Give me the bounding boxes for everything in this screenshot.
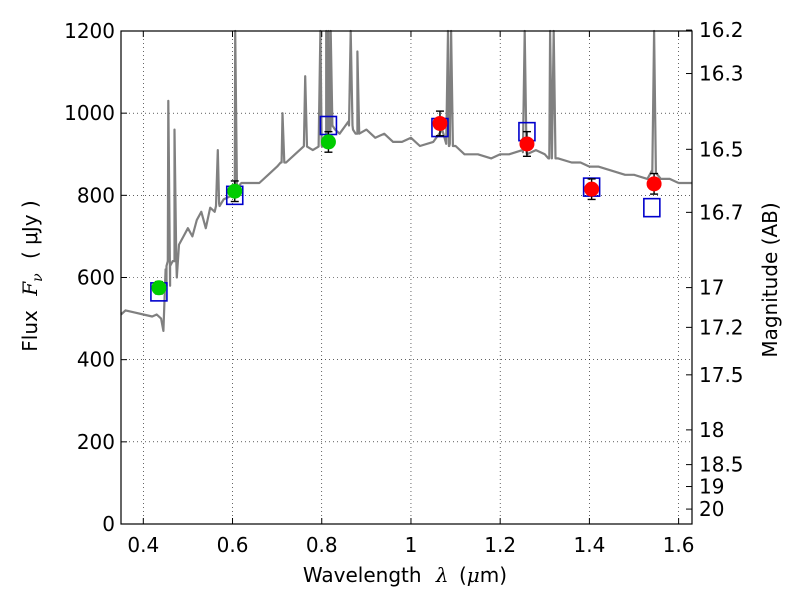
y-tick-label: 200 xyxy=(77,430,115,454)
x-axis-title: Wavelength λ (μm) xyxy=(303,563,507,587)
x-tick-label: 0.4 xyxy=(127,533,159,557)
x-axis-title-paren: ( xyxy=(459,563,467,587)
x-tick-label: 0.8 xyxy=(306,533,338,557)
optical-point xyxy=(151,280,167,296)
y2-tick-label: 18 xyxy=(699,418,724,442)
optical-point xyxy=(227,183,243,199)
plot-frame xyxy=(120,30,693,525)
y2-tick-label: 20 xyxy=(699,497,724,521)
y-axis-title-subscript: ν xyxy=(30,273,46,282)
nir-point xyxy=(646,176,662,192)
x-tick-label: 0.6 xyxy=(217,533,249,557)
x-axis-title-unit: m) xyxy=(480,563,507,587)
model-point xyxy=(643,197,661,218)
x-tick-label: 1.4 xyxy=(573,533,605,557)
y2-tick-label: 18.5 xyxy=(699,453,744,477)
x-tick-label: 1.6 xyxy=(663,533,695,557)
x-axis-title-symbol: λ xyxy=(435,563,449,587)
spectrum xyxy=(120,29,692,332)
y2-axis-title: Magnitude (AB) xyxy=(758,202,782,357)
y2-tick-label: 16.2 xyxy=(699,18,744,42)
nir-point xyxy=(432,115,448,131)
y-axis-title-symbol: F xyxy=(18,281,42,297)
y2-tick-label: 17 xyxy=(699,276,724,300)
y2-tick-label: 17.5 xyxy=(699,363,744,387)
nir-point xyxy=(584,181,600,197)
optical-point xyxy=(320,134,336,150)
spectrum-line xyxy=(120,29,692,332)
y2-tick-label: 16.5 xyxy=(699,137,744,161)
y-tick-label: 1200 xyxy=(64,19,115,43)
y2-tick-label: 16.7 xyxy=(699,200,744,224)
ticks: 0.4 0.6 0.8 1 1.2 1.4 1.6 0 200 400 600 800 1000 1200… xyxy=(64,18,743,557)
y2-tick-label: 16.3 xyxy=(699,62,744,86)
y2-tick-label: 17.2 xyxy=(699,315,744,339)
y-axis-title-unit: ( μJy ) xyxy=(18,200,42,259)
x-axis-title-mu: μ xyxy=(467,563,480,587)
y-tick-label: 0 xyxy=(102,512,115,536)
y-tick-label: 800 xyxy=(77,183,115,207)
y2-tick-label: 19 xyxy=(699,475,724,499)
grid xyxy=(121,30,692,525)
y-axis-title: Flux Fν ( μJy ) xyxy=(18,200,47,351)
y-tick-label: 1000 xyxy=(64,101,115,125)
markers xyxy=(150,110,662,302)
y-tick-label: 600 xyxy=(77,266,115,290)
nir-point xyxy=(519,136,535,152)
y-tick-label: 400 xyxy=(77,348,115,372)
x-axis-title-text: Wavelength xyxy=(303,563,422,587)
x-tick-label: 1 xyxy=(405,533,418,557)
x-tick-label: 1.2 xyxy=(484,533,516,557)
y-axis-title-text: Flux xyxy=(18,310,42,352)
